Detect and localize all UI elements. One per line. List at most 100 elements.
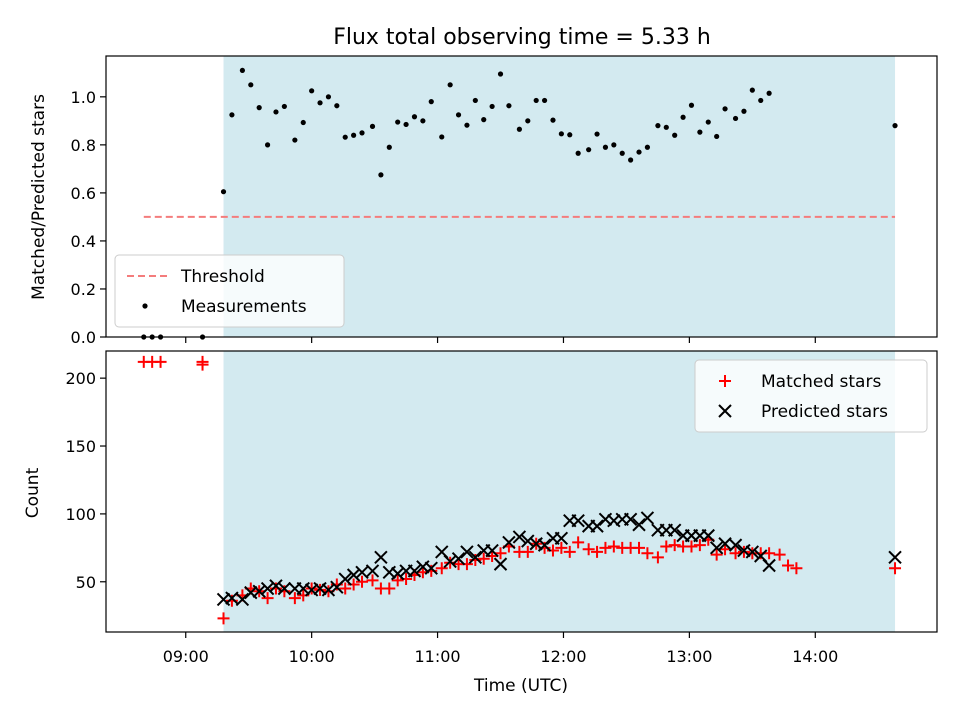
data-point	[525, 118, 531, 124]
data-point	[273, 109, 279, 115]
data-point	[602, 144, 609, 150]
data-point	[485, 543, 499, 558]
y-tick-label: 200	[65, 369, 96, 388]
data-point	[701, 528, 715, 543]
bottom-y-axis-label: Count	[23, 467, 43, 518]
data-point	[472, 97, 478, 104]
data-point	[277, 581, 292, 596]
data-point	[435, 562, 448, 575]
data-point	[563, 545, 576, 558]
legend-label: Matched stars	[761, 372, 881, 392]
data-point	[741, 108, 747, 114]
data-point	[709, 541, 724, 555]
data-point	[599, 541, 612, 554]
x-axis-label: Time (UTC)	[473, 676, 568, 696]
data-point	[680, 114, 686, 120]
legend-box	[114, 254, 345, 328]
data-point	[424, 561, 438, 575]
series-measurements	[141, 67, 898, 340]
data-point	[644, 144, 651, 150]
data-point	[300, 119, 306, 126]
data-point	[672, 132, 678, 138]
data-point	[351, 132, 357, 138]
top-y-axis-label: Matched/Predicted stars	[29, 94, 49, 300]
data-point	[252, 584, 266, 598]
data-point	[512, 530, 527, 544]
data-point	[489, 103, 495, 110]
data-point	[229, 112, 235, 118]
data-point	[668, 539, 681, 552]
data-point	[196, 358, 209, 371]
data-point	[334, 103, 340, 109]
data-point	[521, 545, 534, 558]
data-point	[719, 543, 732, 556]
legend-marker-swatch	[718, 404, 732, 418]
data-point	[888, 550, 902, 565]
data-point	[641, 547, 654, 560]
top-panel: 0.0 0.2 0.4 0.6 0.8 1.0 Threshold Measurements	[71, 55, 938, 347]
data-point	[420, 118, 426, 124]
data-point	[386, 144, 392, 150]
data-point	[651, 551, 664, 564]
data-point	[356, 575, 369, 588]
data-point	[369, 123, 376, 129]
data-point	[256, 105, 262, 111]
data-point	[555, 541, 568, 554]
data-point	[685, 540, 698, 553]
y-tick-label: 150	[65, 437, 96, 456]
legend: Threshold Measurements	[114, 254, 345, 328]
data-point	[493, 557, 508, 571]
data-point	[428, 99, 434, 105]
data-point	[447, 82, 453, 88]
data-point	[443, 554, 457, 569]
data-point	[591, 545, 604, 558]
data-point	[468, 550, 483, 565]
data-point	[667, 523, 682, 537]
data-point	[407, 564, 422, 578]
data-point	[403, 121, 409, 128]
y-tick-label: 1.0	[71, 88, 96, 107]
data-point	[464, 122, 470, 128]
data-point	[292, 137, 298, 143]
data-point	[554, 531, 569, 546]
data-point	[636, 149, 642, 155]
data-point	[714, 133, 720, 140]
data-point	[460, 545, 474, 559]
data-point	[586, 147, 592, 153]
chart-title: Flux total observing time = 5.33 h	[333, 25, 711, 50]
data-point	[773, 548, 786, 561]
data-point	[477, 552, 490, 565]
data-point	[749, 87, 755, 93]
data-point	[391, 574, 404, 587]
x-tick-label: 10:00	[289, 647, 335, 666]
y-tick-label: 0.8	[71, 136, 96, 155]
data-point	[611, 142, 617, 148]
data-point	[154, 355, 167, 368]
data-point	[745, 545, 760, 559]
data-point	[607, 540, 620, 553]
data-point	[269, 579, 283, 593]
data-point	[506, 103, 512, 109]
data-point	[497, 71, 504, 77]
data-point	[288, 592, 301, 605]
legend-marker-swatch	[719, 375, 731, 387]
data-point	[571, 513, 585, 528]
data-point	[359, 130, 365, 136]
data-points	[141, 67, 898, 340]
data-point	[481, 117, 487, 123]
data-point	[628, 157, 634, 163]
x-tick-label: 12:00	[540, 647, 586, 666]
data-point	[710, 548, 723, 561]
data-point	[655, 123, 661, 129]
data-point	[619, 150, 625, 156]
legend-label: Threshold	[180, 267, 265, 287]
data-point	[378, 172, 384, 178]
data-point	[502, 535, 516, 550]
data-point	[697, 129, 703, 135]
data-point	[582, 543, 595, 556]
data-point	[693, 539, 706, 552]
series-predicted-stars	[216, 511, 902, 607]
data-point	[516, 126, 523, 132]
axes-frame	[105, 350, 938, 633]
